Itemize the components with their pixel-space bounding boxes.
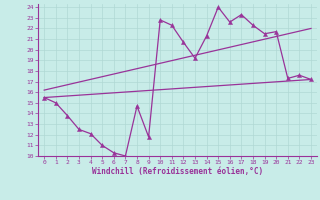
X-axis label: Windchill (Refroidissement éolien,°C): Windchill (Refroidissement éolien,°C) (92, 167, 263, 176)
